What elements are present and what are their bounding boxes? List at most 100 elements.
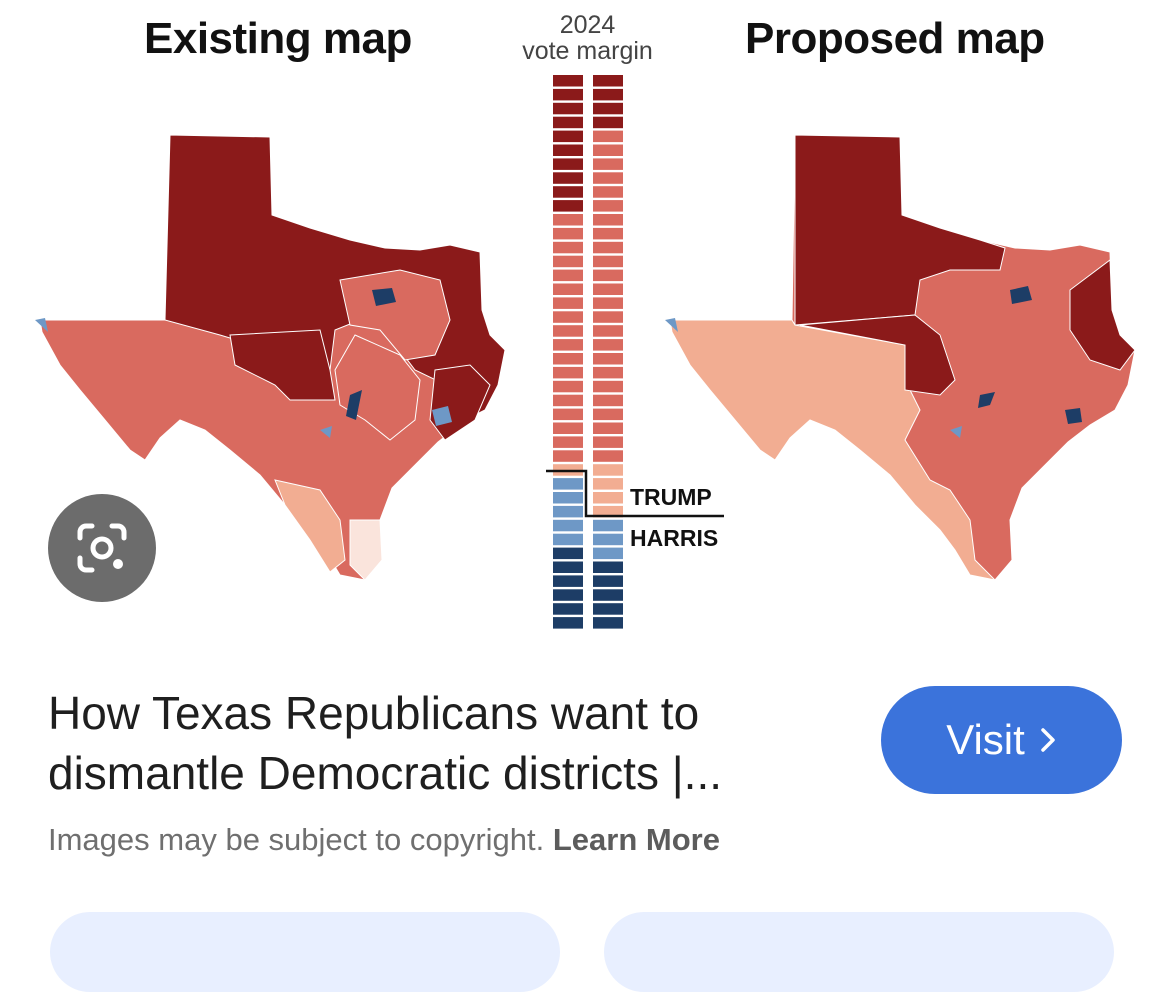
margin-seat bbox=[593, 408, 623, 421]
margin-seat bbox=[593, 380, 623, 393]
margin-seat bbox=[593, 436, 623, 448]
margin-seat bbox=[553, 561, 583, 573]
margin-seat bbox=[553, 380, 583, 393]
existing-houston-blue bbox=[432, 406, 452, 426]
margin-seat bbox=[593, 158, 623, 170]
margin-seat bbox=[553, 186, 583, 198]
existing-west-dark bbox=[229, 329, 336, 401]
margin-seat bbox=[593, 130, 623, 143]
proposed-houston-blue bbox=[1065, 408, 1082, 424]
margin-seat bbox=[593, 505, 623, 518]
margin-seat bbox=[593, 353, 623, 365]
margin-seat bbox=[553, 533, 583, 546]
margin-seat bbox=[553, 366, 583, 379]
copyright-text: Images may be subject to copyright. bbox=[48, 822, 545, 857]
proposed-austin-blue bbox=[978, 392, 995, 408]
existing-south-pink bbox=[274, 479, 346, 573]
related-chip-1[interactable] bbox=[50, 912, 560, 992]
proposed-texas-map bbox=[665, 134, 1136, 581]
margin-seat bbox=[593, 311, 623, 323]
margin-seat bbox=[593, 492, 623, 504]
visit-button[interactable]: Visit bbox=[881, 686, 1122, 794]
margin-seat bbox=[553, 311, 583, 323]
margin-seat bbox=[593, 464, 623, 476]
margin-seat bbox=[553, 297, 583, 309]
margin-seat bbox=[553, 255, 583, 268]
margin-seat bbox=[593, 241, 623, 254]
chevron-right-icon bbox=[1041, 728, 1055, 752]
harris-label: HARRIS bbox=[630, 525, 719, 551]
trump-harris-divider bbox=[546, 469, 724, 518]
margin-seat bbox=[593, 214, 623, 226]
vote-margin-columns bbox=[546, 75, 724, 629]
existing-map-title: Existing map bbox=[144, 14, 412, 63]
margin-year: 2024 bbox=[559, 11, 616, 39]
margin-seat bbox=[553, 227, 583, 240]
margin-seat bbox=[593, 394, 623, 407]
margin-seat bbox=[553, 450, 583, 462]
margin-seat bbox=[553, 269, 583, 282]
margin-seat bbox=[593, 339, 623, 351]
margin-seat bbox=[553, 88, 583, 101]
existing-elpaso-blue bbox=[35, 318, 48, 332]
margin-seat bbox=[593, 116, 623, 129]
margin-seat bbox=[593, 297, 623, 309]
proposed-elpaso-blue bbox=[665, 318, 678, 332]
margin-seat bbox=[593, 617, 623, 629]
margin-seat bbox=[553, 519, 583, 532]
proposed-map-title: Proposed map bbox=[745, 14, 1045, 63]
margin-seat bbox=[553, 589, 583, 601]
margin-seat bbox=[593, 533, 623, 546]
margin-seat bbox=[593, 200, 623, 212]
learn-more-link[interactable]: Learn More bbox=[552, 822, 720, 857]
margin-seat bbox=[593, 227, 623, 240]
proposed-west-pink bbox=[669, 319, 997, 581]
margin-seat bbox=[593, 186, 623, 198]
image-preview[interactable]: Existing map Proposed map 2024 vote marg… bbox=[0, 0, 1170, 648]
margin-seat bbox=[593, 519, 623, 532]
margin-seat bbox=[593, 255, 623, 268]
existing-texas-map bbox=[35, 134, 506, 581]
margin-seat bbox=[593, 603, 623, 615]
margin-seat bbox=[553, 241, 583, 254]
proposed-sa-blue bbox=[950, 426, 962, 438]
margin-seat bbox=[553, 547, 583, 560]
margin-seat bbox=[593, 547, 623, 560]
margin-seat bbox=[553, 339, 583, 351]
margin-seat bbox=[553, 102, 583, 115]
margin-seat bbox=[553, 575, 583, 587]
margin-seat bbox=[553, 283, 583, 295]
margin-seat bbox=[593, 450, 623, 462]
margin-label: vote margin bbox=[522, 37, 653, 65]
existing-margin-column bbox=[553, 75, 583, 629]
margin-seat bbox=[593, 478, 623, 490]
margin-seat bbox=[593, 422, 623, 434]
margin-seat bbox=[553, 617, 583, 629]
margin-seat bbox=[553, 353, 583, 365]
result-headline[interactable]: How Texas Republicans want to dismantle … bbox=[48, 687, 723, 799]
related-chip-2[interactable] bbox=[604, 912, 1114, 992]
margin-seat bbox=[553, 492, 583, 504]
margin-seat bbox=[593, 88, 623, 101]
google-lens-button[interactable] bbox=[48, 494, 156, 602]
existing-south-light bbox=[349, 519, 383, 581]
margin-seat bbox=[593, 589, 623, 601]
margin-seat bbox=[593, 102, 623, 115]
margin-seat bbox=[553, 436, 583, 448]
margin-seat bbox=[593, 366, 623, 379]
proposed-central-dark bbox=[799, 314, 956, 396]
proposed-margin-column bbox=[593, 75, 623, 629]
proposed-east-dark bbox=[1069, 259, 1136, 371]
trump-label: TRUMP bbox=[630, 484, 712, 510]
existing-austin-blue bbox=[346, 390, 362, 420]
margin-seat bbox=[553, 116, 583, 129]
existing-sa-blue bbox=[320, 426, 332, 438]
existing-dfw-blue bbox=[372, 288, 396, 306]
margin-seat bbox=[593, 172, 623, 184]
margin-seat bbox=[553, 408, 583, 421]
margin-seat bbox=[593, 144, 623, 156]
margin-seat bbox=[553, 158, 583, 170]
copyright-notice: Images may be subject to copyright. Lear… bbox=[48, 822, 720, 858]
margin-seat bbox=[593, 75, 623, 87]
visit-label: Visit bbox=[946, 716, 1025, 763]
